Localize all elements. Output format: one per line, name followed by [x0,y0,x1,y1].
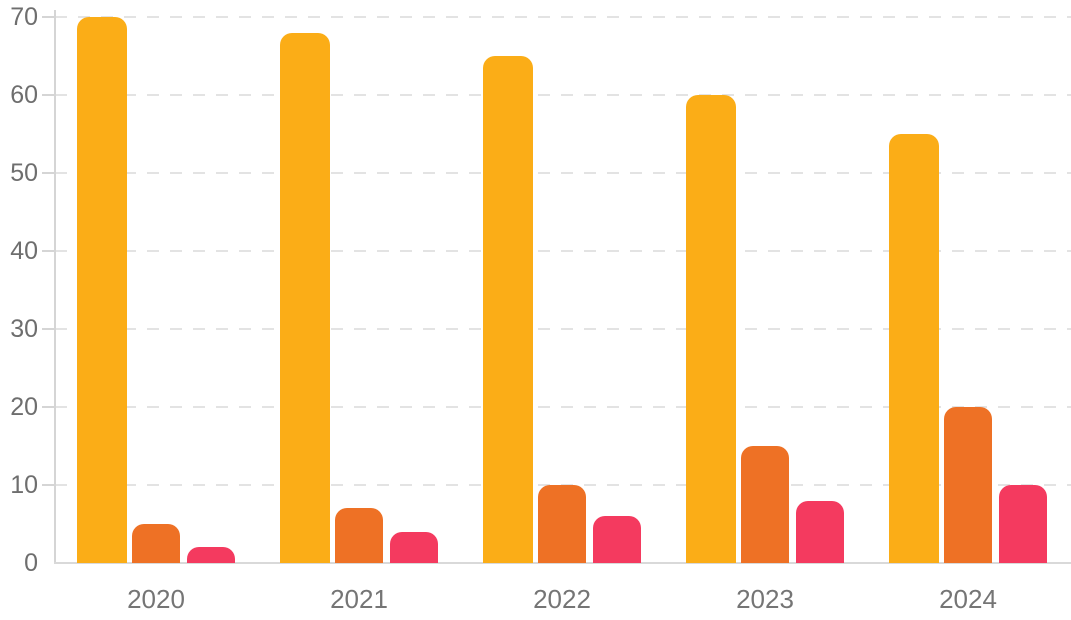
bar-amber-series-2023 [686,95,736,563]
bar-orange-series-2022 [538,485,586,563]
bar-orange-series-2023 [741,446,789,563]
gridline-50 [55,172,1071,174]
y-tick-20 [42,406,55,408]
bar-orange-series-2024 [944,407,992,563]
y-tick-label-40: 40 [10,237,38,265]
y-tick-label-70: 70 [10,3,38,31]
x-category-label-2021: 2021 [330,584,388,614]
bar-rose-series-2021 [390,532,438,563]
x-category-label-2020: 2020 [127,584,185,614]
bar-amber-series-2022 [483,56,533,563]
gridline-30 [55,328,1071,330]
gridline-60 [55,94,1071,96]
y-axis-line [54,10,56,563]
bar-amber-series-2020 [77,17,127,563]
x-axis-line [54,562,1071,564]
y-tick-label-50: 50 [10,159,38,187]
y-tick-label-0: 0 [24,549,38,577]
bar-rose-series-2023 [796,501,844,563]
bar-rose-series-2020 [187,547,235,563]
gridline-40 [55,250,1071,252]
x-category-label-2024: 2024 [939,584,997,614]
y-tick-label-10: 10 [10,471,38,499]
bar-rose-series-2024 [999,485,1047,563]
y-tick-label-30: 30 [10,315,38,343]
y-tick-10 [42,484,55,486]
y-tick-label-60: 60 [10,81,38,109]
bar-rose-series-2022 [593,516,641,563]
y-tick-60 [42,94,55,96]
y-tick-40 [42,250,55,252]
bar-amber-series-2024 [889,134,939,563]
y-tick-50 [42,172,55,174]
bar-orange-series-2020 [132,524,180,563]
y-tick-70 [42,16,55,18]
x-category-label-2023: 2023 [736,584,794,614]
bar-amber-series-2021 [280,33,330,563]
bar-orange-series-2021 [335,508,383,563]
y-tick-label-20: 20 [10,393,38,421]
gridline-70 [55,16,1071,18]
x-category-label-2022: 2022 [533,584,591,614]
y-tick-30 [42,328,55,330]
gridline-20 [55,406,1071,408]
